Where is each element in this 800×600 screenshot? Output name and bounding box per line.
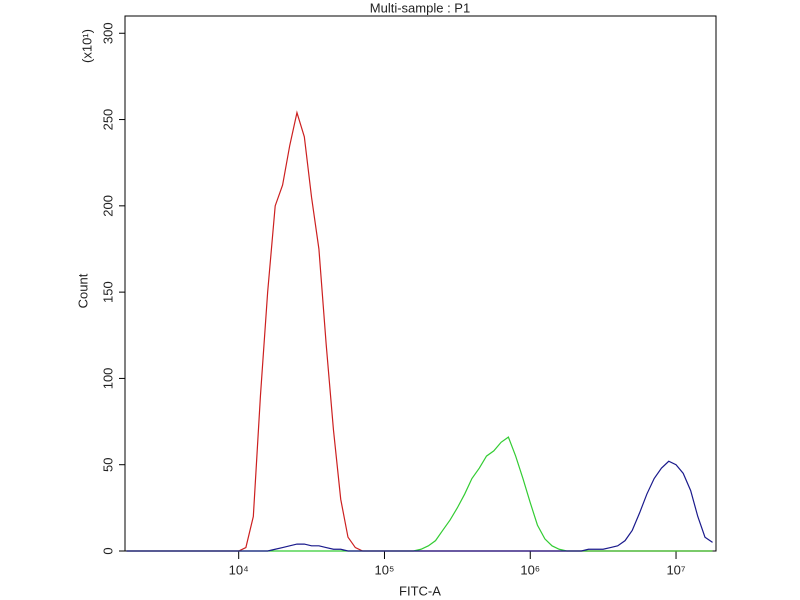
x-tick-label: 10⁵ xyxy=(375,562,395,577)
x-tick-label: 10⁴ xyxy=(229,562,249,577)
y-tick-label: 100 xyxy=(100,368,115,390)
x-axis-label: FITC-A xyxy=(399,583,441,598)
y-tick-label: 150 xyxy=(100,281,115,303)
x-tick-label: 10⁶ xyxy=(520,562,540,577)
histogram-line xyxy=(126,460,713,552)
y-tick-label: 300 xyxy=(100,22,115,44)
y-multiplier: (x10¹) xyxy=(79,29,94,63)
y-tick-label: 0 xyxy=(100,547,115,554)
y-tick-label: 200 xyxy=(100,195,115,217)
y-tick-label: 250 xyxy=(100,109,115,131)
plot-frame xyxy=(124,15,717,552)
chart-title: Multi-sample : P1 xyxy=(370,0,470,15)
histogram-line xyxy=(126,110,713,552)
histogram-line xyxy=(126,436,713,552)
x-tick-label: 10⁷ xyxy=(666,562,685,577)
y-tick-label: 50 xyxy=(100,457,115,471)
y-axis-label: Count xyxy=(75,273,90,308)
